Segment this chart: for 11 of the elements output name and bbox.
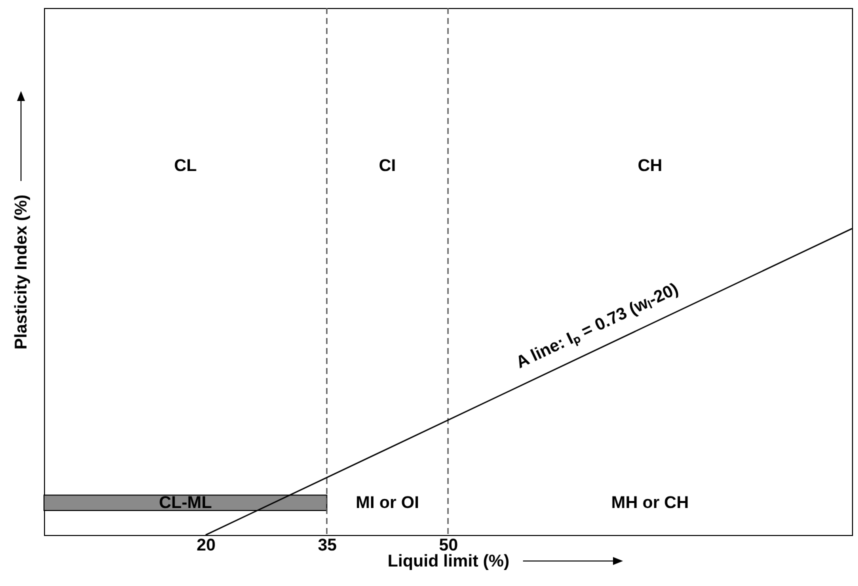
band-label: CL-ML [158, 492, 212, 512]
x-axis-title: Liquid limit (%) [388, 552, 510, 570]
x-tick-label: 20 [196, 536, 216, 554]
text: CI [378, 156, 396, 176]
x-tick-label: 35 [318, 536, 337, 554]
x-tick-label: 50 [439, 536, 458, 554]
text: CH [638, 156, 662, 176]
y-axis-title: Plasticity Index (%) [12, 194, 30, 350]
annotation: MH or CH [611, 492, 689, 512]
text: CL [174, 156, 197, 176]
annotation: MI or OI [356, 492, 420, 512]
